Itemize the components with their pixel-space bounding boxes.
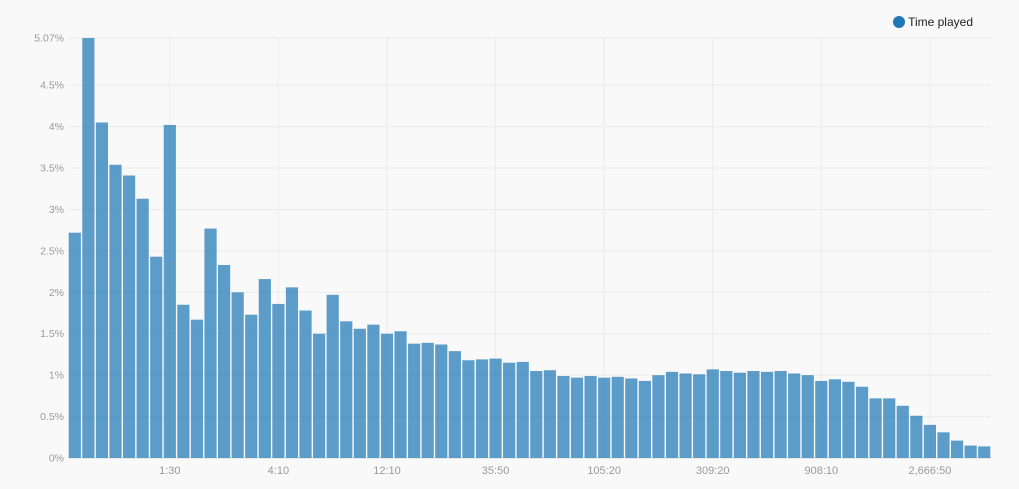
bar[interactable]: [733, 372, 746, 458]
bar[interactable]: [448, 351, 461, 458]
bar[interactable]: [245, 314, 258, 458]
bar[interactable]: [421, 342, 434, 458]
bar[interactable]: [570, 377, 584, 458]
y-tick-label: 4.5%: [40, 80, 64, 92]
bar[interactable]: [231, 292, 244, 458]
bar[interactable]: [855, 386, 869, 458]
bar[interactable]: [150, 256, 163, 458]
bar[interactable]: [665, 371, 679, 458]
legend[interactable]: Time played: [893, 15, 973, 29]
bar[interactable]: [923, 424, 937, 458]
bar[interactable]: [408, 343, 421, 458]
bar[interactable]: [625, 378, 638, 458]
bar[interactable]: [326, 294, 339, 458]
bar[interactable]: [883, 398, 896, 458]
y-tick-label: 0.5%: [40, 411, 64, 423]
bar[interactable]: [937, 432, 950, 458]
bar[interactable]: [218, 264, 231, 458]
bar[interactable]: [788, 373, 801, 458]
bar[interactable]: [435, 344, 448, 458]
x-tick-label: 1:30: [159, 465, 180, 477]
bar[interactable]: [285, 287, 299, 458]
y-axis-ticks: 0% 0.5% 1% 1.5% 2% 2.5% 3% 3.5% 4% 4.5% 5.07%: [34, 33, 64, 465]
bar[interactable]: [679, 373, 692, 458]
y-tick-label: 5.07%: [34, 33, 64, 45]
bar[interactable]: [774, 371, 787, 458]
bar[interactable]: [95, 122, 109, 458]
bar[interactable]: [747, 371, 760, 458]
bar[interactable]: [557, 375, 570, 458]
bar[interactable]: [530, 371, 543, 458]
bar[interactable]: [258, 279, 271, 458]
x-tick-label: 105:20: [587, 465, 621, 477]
bar[interactable]: [720, 371, 733, 458]
y-tick-label: 2%: [49, 287, 64, 299]
bar[interactable]: [516, 361, 529, 458]
bar[interactable]: [177, 304, 190, 458]
bar[interactable]: [489, 358, 502, 458]
bar[interactable]: [978, 446, 991, 458]
legend-marker: [893, 16, 906, 28]
y-tick-label: 1%: [49, 370, 64, 382]
bar[interactable]: [380, 333, 394, 458]
bar[interactable]: [638, 380, 651, 458]
bar[interactable]: [706, 369, 719, 458]
bar[interactable]: [503, 362, 516, 458]
bar[interactable]: [964, 445, 977, 458]
bar[interactable]: [82, 38, 95, 458]
bar[interactable]: [801, 375, 814, 458]
bar[interactable]: [910, 415, 923, 458]
bar[interactable]: [367, 324, 380, 458]
bar[interactable]: [611, 376, 624, 458]
y-tick-label: 2.5%: [40, 245, 64, 257]
bars: [68, 38, 991, 459]
y-tick-label: 3.5%: [40, 163, 64, 175]
bar[interactable]: [584, 375, 597, 458]
y-tick-label: 0%: [49, 453, 64, 465]
legend-label: Time played: [908, 15, 973, 29]
bar[interactable]: [68, 232, 81, 458]
bar[interactable]: [190, 319, 204, 458]
bar[interactable]: [652, 375, 665, 458]
bar[interactable]: [896, 405, 909, 458]
bar[interactable]: [543, 370, 556, 458]
bar[interactable]: [598, 377, 611, 458]
bar[interactable]: [272, 303, 285, 458]
bar[interactable]: [950, 440, 964, 458]
bar[interactable]: [842, 381, 855, 458]
bar[interactable]: [122, 175, 136, 459]
bar[interactable]: [163, 124, 176, 459]
bar[interactable]: [340, 321, 353, 458]
bar[interactable]: [693, 374, 706, 458]
x-tick-label: 2,666:50: [909, 465, 952, 477]
x-tick-label: 12:10: [373, 465, 401, 477]
bar[interactable]: [204, 228, 217, 458]
x-tick-label: 35:50: [482, 465, 510, 477]
bar[interactable]: [394, 331, 407, 458]
bar[interactable]: [475, 359, 489, 458]
bar[interactable]: [299, 310, 312, 458]
bar[interactable]: [815, 380, 828, 458]
bar[interactable]: [353, 328, 366, 458]
x-tick-label: 908:10: [805, 465, 839, 477]
y-tick-label: 1.5%: [40, 328, 64, 340]
bar[interactable]: [828, 379, 841, 458]
y-tick-label: 3%: [49, 204, 64, 216]
bar[interactable]: [109, 164, 122, 459]
y-tick-label: 4%: [49, 121, 64, 133]
bar[interactable]: [313, 333, 326, 458]
bar[interactable]: [869, 398, 882, 458]
x-tick-label: 4:10: [268, 465, 289, 477]
bar[interactable]: [462, 360, 475, 458]
x-axis-ticks: 1:30 4:10 12:10 35:50 105:20 309:20 908:10 2,66…: [159, 465, 951, 477]
x-tick-label: 309:20: [696, 465, 730, 477]
bar[interactable]: [136, 198, 149, 458]
bar[interactable]: [760, 371, 774, 458]
